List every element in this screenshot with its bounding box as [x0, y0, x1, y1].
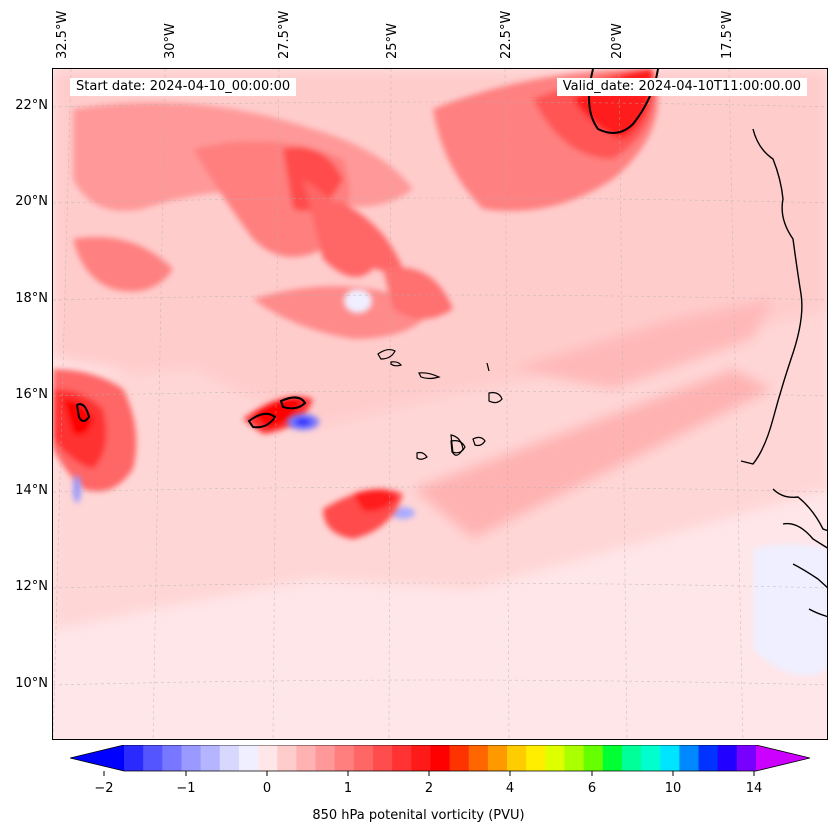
- colorbar-tick-10: 10: [664, 781, 682, 796]
- lat-label-14n: 14°N: [15, 483, 48, 498]
- colorbar-tick-neg2: −2: [94, 781, 114, 796]
- colorbar-swatch: [468, 745, 489, 771]
- colorbar-swatch: [392, 745, 412, 771]
- colorbar-swatch: [162, 745, 182, 771]
- colorbar-swatch: [526, 745, 546, 771]
- pv-red-filaments: [73, 69, 658, 339]
- lon-label-30w: 30°W: [163, 23, 178, 59]
- colorbar-swatch: [238, 745, 259, 771]
- colorbar-swatch: [507, 745, 527, 771]
- colorbar-swatch: [679, 745, 700, 771]
- colorbar-swatch: [411, 745, 431, 771]
- colorbar-tick-2: 2: [424, 781, 434, 796]
- colorbar-tick-neg1: −1: [176, 781, 196, 796]
- colorbar-swatch: [181, 745, 202, 771]
- colorbar-swatch: [602, 745, 623, 771]
- colorbar-swatch: [124, 745, 144, 771]
- lat-label-12n: 12°N: [15, 579, 48, 594]
- colorbar-swatch: [430, 745, 451, 771]
- colorbar-extend-low: [70, 745, 124, 771]
- colorbar-swatch: [353, 745, 374, 771]
- lat-label-20n: 20°N: [15, 194, 48, 209]
- map-panel[interactable]: [52, 68, 828, 740]
- colorbar-swatch: [545, 745, 565, 771]
- cape-verde-islands: [377, 348, 503, 460]
- colorbar-swatch: [660, 745, 680, 771]
- pv-negative-spots: [73, 289, 827, 676]
- colorbar-swatch: [219, 745, 240, 771]
- lat-label-22n: 22°N: [15, 98, 48, 113]
- pv-contour-2pvu: [75, 69, 659, 429]
- colorbar-swatch: [315, 745, 336, 771]
- colorbar-swatch: [334, 745, 355, 771]
- colorbar-swatch: [487, 745, 508, 771]
- colorbar-swatch: [583, 745, 604, 771]
- colorbar-swatch: [200, 745, 221, 771]
- pv-left-streak: [53, 369, 313, 492]
- colorbar-outline: [70, 745, 810, 772]
- lat-label-10n: 10°N: [15, 676, 48, 691]
- colorbar-tick-1: 1: [343, 781, 353, 796]
- valid-date-label: Valid_date: 2024-04-10T11:00:00.00: [556, 78, 807, 96]
- colorbar-tick-0: 0: [262, 781, 272, 796]
- colorbar-swatch: [258, 745, 278, 771]
- lon-label-20w: 20°W: [610, 23, 625, 59]
- colorbar-tick-6: 6: [587, 781, 597, 796]
- colorbar: [70, 745, 810, 776]
- colorbar-swatch: [641, 745, 661, 771]
- colorbar-swatch: [698, 745, 719, 771]
- colorbar-label: 850 hPa potenital vorticity (PVU): [312, 808, 525, 823]
- colorbar-swatch: [277, 745, 297, 771]
- colorbar-tick-14: 14: [745, 781, 763, 796]
- pv-red-blob-14n: [323, 489, 403, 539]
- colorbar-swatch: [143, 745, 163, 771]
- pv-field-map: [53, 69, 827, 739]
- lat-label-18n: 18°N: [15, 291, 48, 306]
- colorbar-extend-high: [756, 745, 810, 771]
- colorbar-tick-4: 4: [505, 781, 515, 796]
- colorbar-swatch: [296, 745, 317, 771]
- map-gridlines: [53, 69, 827, 739]
- coastline: [740, 128, 827, 618]
- colorbar-swatch: [621, 745, 642, 771]
- colorbar-swatch: [449, 745, 470, 771]
- lon-label-17-5w: 17.5°W: [720, 10, 735, 59]
- lon-label-32-5w: 32.5°W: [55, 10, 70, 59]
- start-date-label: Start date: 2024-04-10_00:00:00: [70, 78, 297, 96]
- colorbar-swatch: [736, 745, 757, 771]
- lat-label-16n: 16°N: [15, 387, 48, 402]
- lon-label-25w: 25°W: [385, 23, 400, 59]
- colorbar-swatch: [564, 745, 585, 771]
- lon-label-27-5w: 27.5°W: [277, 10, 292, 59]
- colorbar-swatch: [717, 745, 738, 771]
- lon-label-22-5w: 22.5°W: [499, 10, 514, 59]
- colorbar-swatch: [372, 745, 393, 771]
